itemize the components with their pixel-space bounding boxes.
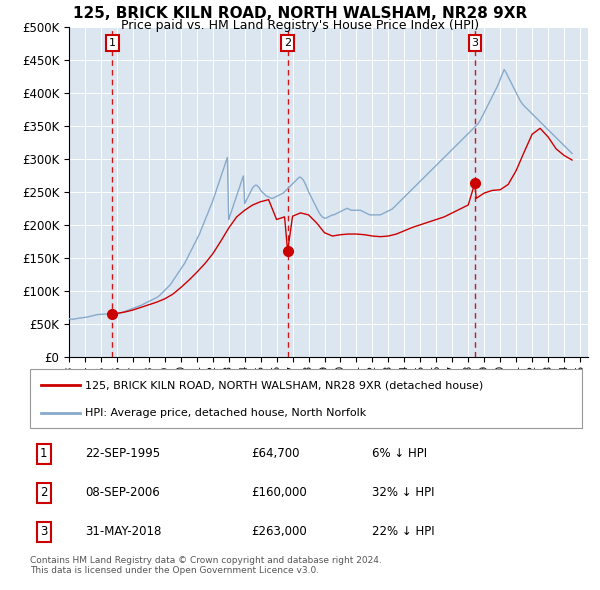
Text: Contains HM Land Registry data © Crown copyright and database right 2024.: Contains HM Land Registry data © Crown c… xyxy=(30,556,382,565)
Text: 1: 1 xyxy=(40,447,47,460)
Text: 22% ↓ HPI: 22% ↓ HPI xyxy=(372,525,435,538)
Text: Price paid vs. HM Land Registry's House Price Index (HPI): Price paid vs. HM Land Registry's House … xyxy=(121,19,479,32)
Text: £263,000: £263,000 xyxy=(251,525,307,538)
Text: 08-SEP-2006: 08-SEP-2006 xyxy=(85,486,160,499)
Text: HPI: Average price, detached house, North Norfolk: HPI: Average price, detached house, Nort… xyxy=(85,408,367,418)
Text: 2: 2 xyxy=(284,38,291,48)
Text: 125, BRICK KILN ROAD, NORTH WALSHAM, NR28 9XR (detached house): 125, BRICK KILN ROAD, NORTH WALSHAM, NR2… xyxy=(85,381,484,390)
FancyBboxPatch shape xyxy=(30,369,582,428)
Text: 32% ↓ HPI: 32% ↓ HPI xyxy=(372,486,435,499)
Text: 125, BRICK KILN ROAD, NORTH WALSHAM, NR28 9XR: 125, BRICK KILN ROAD, NORTH WALSHAM, NR2… xyxy=(73,6,527,21)
Text: £160,000: £160,000 xyxy=(251,486,307,499)
Text: 3: 3 xyxy=(40,525,47,538)
Text: 6% ↓ HPI: 6% ↓ HPI xyxy=(372,447,427,460)
Text: 2: 2 xyxy=(40,486,47,499)
Text: 3: 3 xyxy=(471,38,478,48)
Text: 31-MAY-2018: 31-MAY-2018 xyxy=(85,525,161,538)
Text: £64,700: £64,700 xyxy=(251,447,299,460)
Text: 22-SEP-1995: 22-SEP-1995 xyxy=(85,447,160,460)
Text: 1: 1 xyxy=(109,38,116,48)
Text: This data is licensed under the Open Government Licence v3.0.: This data is licensed under the Open Gov… xyxy=(30,566,319,575)
